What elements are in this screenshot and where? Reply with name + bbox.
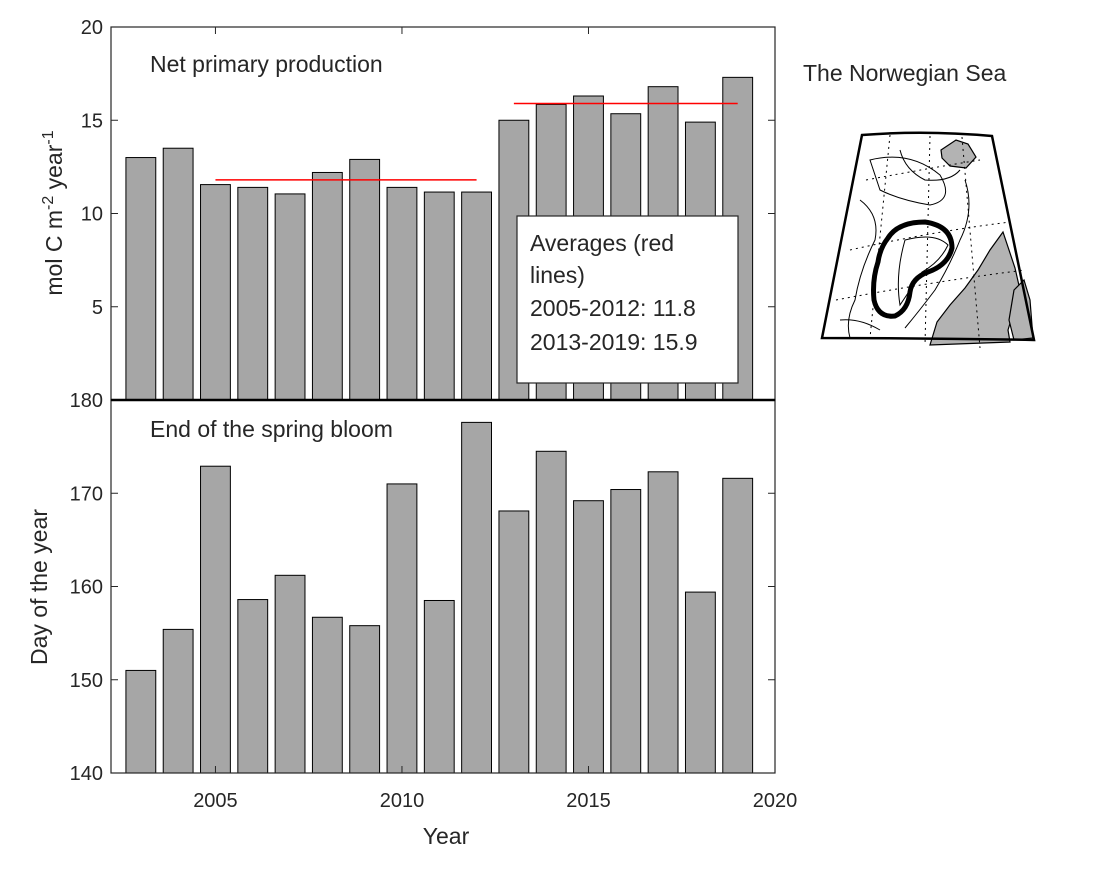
bloom-bar-2013 [498,510,530,774]
bloom-bar-2004 [162,628,194,774]
x-tick-label: 2020 [753,790,798,812]
bloom-bar-2009 [349,625,381,774]
norwegian-sea-map: The Norwegian Sea [803,60,1036,349]
npp-ytick-label: 5 [92,297,103,319]
npp-chart: 5 10 15 20 Net primary production mol C m-2… [40,17,776,401]
x-axis-label: Year [423,823,470,849]
bloom-bar-2006 [237,599,269,774]
map-contours [839,149,970,339]
npp-y-ticks: 5 10 15 20 [81,17,775,319]
npp-bar-2008 [311,171,343,401]
npp-bar-2009 [349,158,381,401]
bloom-bar-2017 [647,471,679,774]
x-tick-label: 2005 [193,790,238,812]
bloom-y-ticks: 140 150 160 170 180 [70,390,775,785]
bloom-ytick-label: 170 [70,483,103,505]
npp-ytick-label: 20 [81,17,103,39]
bloom-bars [125,421,754,774]
bloom-bar-2008 [311,616,343,774]
bloom-bar-2018 [684,591,716,774]
map-land-scandinavia [929,230,1021,346]
npp-bar-2011 [423,191,455,401]
map-land-greenland-svalbard [940,139,977,169]
bloom-ytick-label: 150 [70,670,103,692]
bloom-ytick-label: 180 [70,390,103,412]
bloom-bar-2014 [535,450,567,774]
bloom-bar-2016 [610,489,642,774]
x-tick-label: 2015 [566,790,611,812]
npp-bar-2006 [237,186,269,401]
npp-legend-box [516,215,739,384]
npp-legend-line-1: Averages (red [530,230,674,256]
bloom-bar-2010 [386,483,418,774]
bloom-bar-2011 [423,599,455,774]
bloom-bar-2005 [200,465,231,774]
npp-bar-2004 [162,147,194,401]
npp-ytick-label: 10 [81,204,103,226]
npp-legend-line-4: 2013-2019: 15.9 [530,329,698,355]
bloom-bar-2003 [125,669,157,774]
bloom-panel-title: End of the spring bloom [150,416,393,442]
npp-y-axis-label: mol C m-2 year-1 [40,130,67,295]
npp-legend-line-2: lines) [530,262,585,288]
bloom-x-ticks: 2005 2010 2015 2020 [193,27,797,812]
bloom-bar-2015 [573,500,604,774]
map-title: The Norwegian Sea [803,60,1006,86]
npp-bar-2005 [200,184,231,401]
x-tick-label: 2010 [380,790,425,812]
npp-bar-2007 [274,193,306,401]
bloom-bar-2012 [461,421,492,774]
npp-average-lines [215,102,738,181]
bloom-bar-2007 [274,574,306,774]
bloom-ytick-label: 160 [70,577,103,599]
map-frame [820,131,1036,342]
npp-bar-2003 [125,157,157,401]
bloom-ytick-label: 140 [70,763,103,785]
npp-panel-title: Net primary production [150,51,383,77]
npp-ytick-label: 15 [81,110,103,132]
npp-bar-2010 [386,186,418,401]
spring-bloom-chart: 140 150 160 170 180 2005 2010 2015 2020 End of … [26,27,797,849]
npp-bar-2012 [461,191,492,401]
bloom-bar-2019 [722,477,754,774]
npp-legend-line-3: 2005-2012: 11.8 [530,295,696,321]
bloom-y-axis-label: Day of the year [26,509,52,665]
npp-legend: Averages (red lines) 2005-2012: 11.8 201… [516,215,739,384]
map-thick-loop [871,219,955,319]
